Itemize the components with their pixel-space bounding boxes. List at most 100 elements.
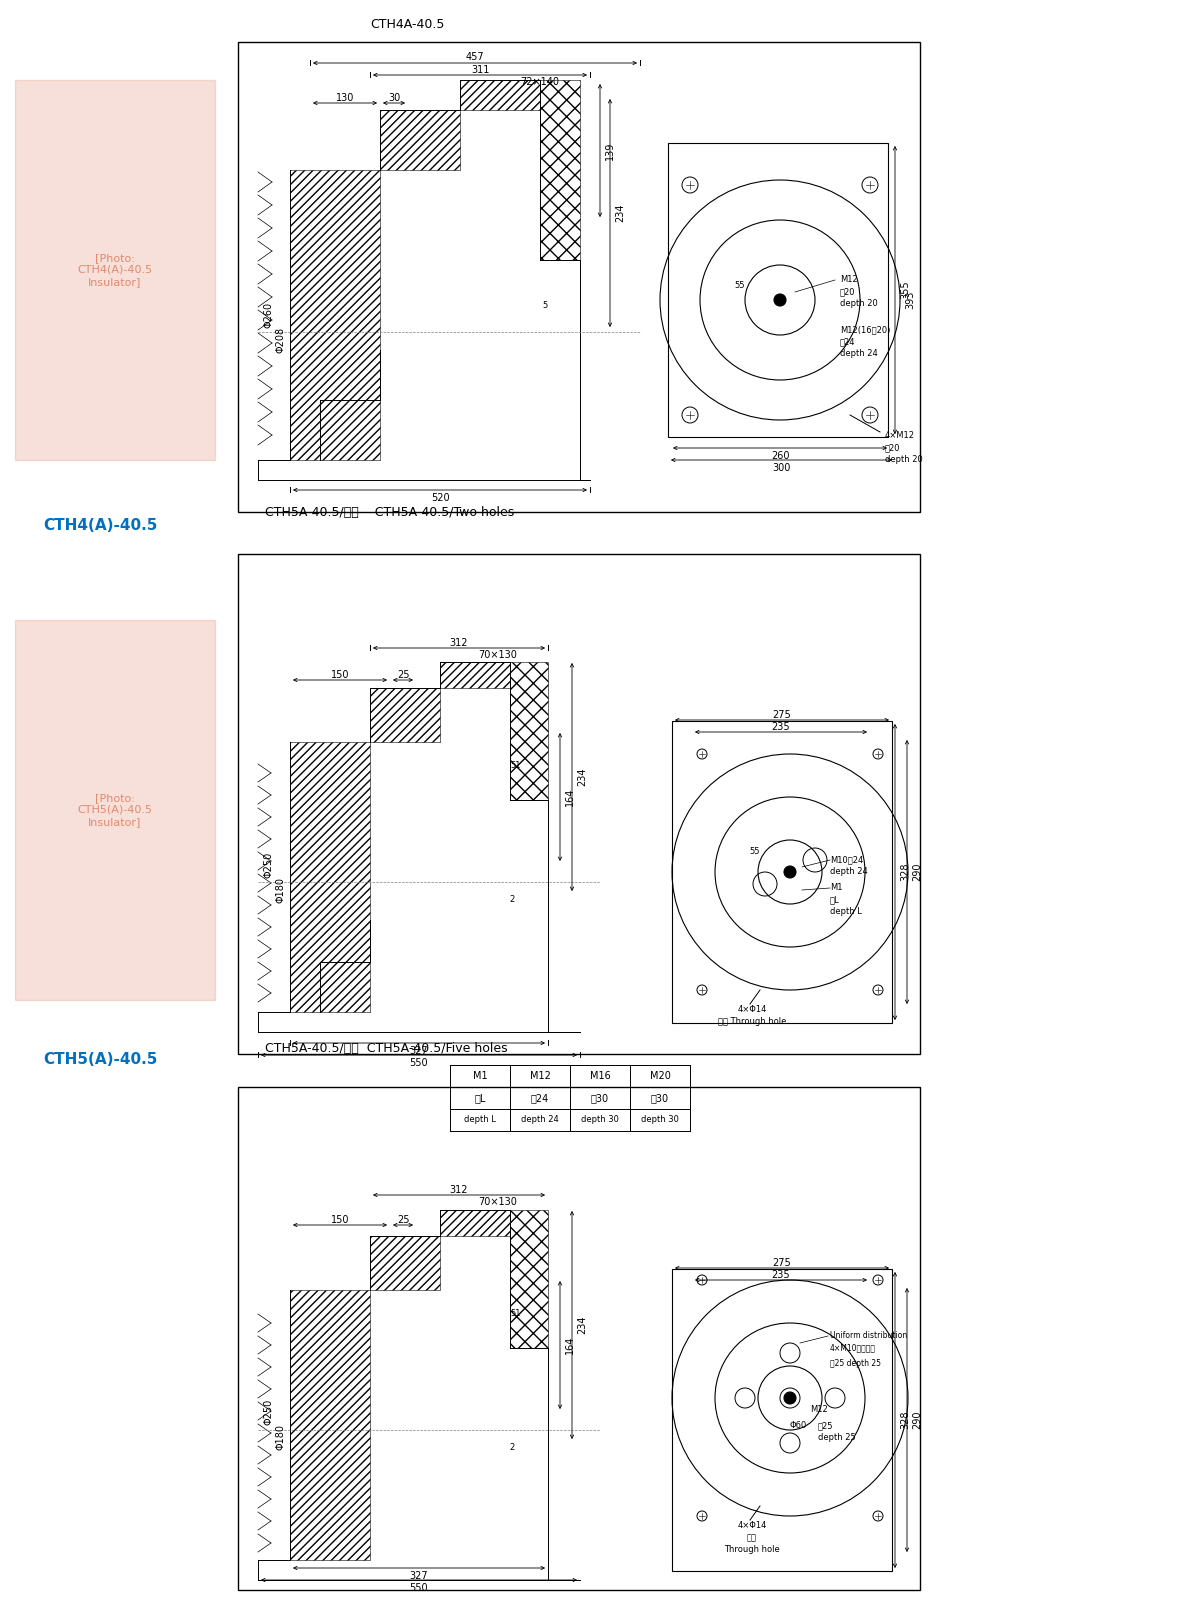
Text: CTH4(A)-40.5: CTH4(A)-40.5 (43, 517, 157, 533)
Text: 深30: 深30 (651, 1093, 669, 1102)
Bar (440, 1210, 510, 1235)
Bar (673, 722, 892, 1022)
Text: 70×130: 70×130 (478, 1197, 517, 1206)
Text: M12: M12 (529, 1070, 551, 1082)
Bar (380, 110, 461, 170)
Bar (238, 42, 920, 512)
Text: 139: 139 (605, 141, 614, 160)
Bar (540, 80, 580, 259)
Text: M20: M20 (650, 1070, 670, 1082)
Text: 150: 150 (330, 1214, 349, 1226)
Text: depth 25: depth 25 (818, 1434, 856, 1443)
Text: 深30: 深30 (591, 1093, 609, 1102)
Text: Φ180: Φ180 (275, 1424, 285, 1450)
Text: 290: 290 (912, 1411, 922, 1429)
Text: 328: 328 (900, 862, 910, 882)
Text: 5: 5 (542, 301, 548, 309)
Bar (369, 688, 440, 742)
Text: 通孔 Through hole: 通孔 Through hole (718, 1018, 786, 1027)
Text: CTH5A-40.5/两孔    CTH5A-40.5/Two holes: CTH5A-40.5/两孔 CTH5A-40.5/Two holes (265, 507, 514, 520)
Text: depth 24: depth 24 (839, 349, 877, 358)
Text: 312: 312 (450, 1186, 468, 1195)
Text: Φ260: Φ260 (263, 302, 274, 328)
Text: 深20: 深20 (839, 288, 856, 296)
Text: M10深24: M10深24 (830, 856, 863, 864)
Text: M12(16、20): M12(16、20) (839, 325, 890, 334)
Text: 2: 2 (509, 896, 515, 904)
Text: 550: 550 (410, 1058, 429, 1069)
Text: Φ60: Φ60 (790, 1421, 807, 1430)
Bar (238, 1086, 920, 1590)
Text: 70×130: 70×130 (478, 650, 517, 659)
Text: 290: 290 (912, 862, 922, 882)
Text: depth 30: depth 30 (581, 1115, 619, 1125)
Text: 51: 51 (510, 1309, 521, 1318)
Text: Φ180: Φ180 (275, 877, 285, 902)
Text: 150: 150 (330, 670, 349, 680)
Text: 深20: 深20 (884, 443, 901, 453)
Text: 55: 55 (749, 848, 760, 856)
Text: 164: 164 (565, 1336, 575, 1354)
Circle shape (784, 866, 796, 878)
Bar (15, 619, 215, 1000)
Text: depth 20: depth 20 (884, 456, 922, 464)
Text: depth 24: depth 24 (830, 867, 868, 877)
Text: 25: 25 (397, 1214, 410, 1226)
Text: 55: 55 (735, 280, 745, 290)
Text: 深24: 深24 (530, 1093, 549, 1102)
Text: M1: M1 (472, 1070, 488, 1082)
Text: 457: 457 (465, 51, 484, 62)
Circle shape (784, 1392, 796, 1405)
Text: CTH5A-40.5/五孔  CTH5A-40.5/Five holes: CTH5A-40.5/五孔 CTH5A-40.5/Five holes (265, 1042, 508, 1054)
Text: 275: 275 (773, 710, 791, 720)
Text: 550: 550 (410, 1582, 429, 1594)
Bar (290, 1290, 369, 1560)
Text: depth 20: depth 20 (839, 299, 877, 309)
Bar (290, 742, 369, 1013)
Text: 深24: 深24 (839, 338, 856, 347)
Text: 260: 260 (771, 451, 790, 461)
Text: 2: 2 (509, 1443, 515, 1453)
Text: depth 30: depth 30 (641, 1115, 678, 1125)
Text: CTH5(A)-40.5: CTH5(A)-40.5 (43, 1053, 157, 1067)
Text: 327: 327 (410, 1571, 429, 1581)
Text: Uniform distribution: Uniform distribution (830, 1331, 907, 1341)
Text: 355: 355 (900, 280, 910, 299)
Bar (673, 1269, 892, 1571)
Text: 311: 311 (471, 66, 489, 75)
Text: 234: 234 (577, 1315, 587, 1334)
Text: 327: 327 (410, 1046, 429, 1056)
Text: 51: 51 (510, 762, 521, 771)
Bar (668, 142, 888, 437)
Text: M12: M12 (810, 1405, 828, 1414)
Text: CTH4A-40.5: CTH4A-40.5 (369, 18, 444, 30)
Text: 72×140: 72×140 (521, 77, 560, 86)
Text: 4×M12: 4×M12 (884, 432, 915, 440)
Text: 520: 520 (431, 493, 449, 502)
Bar (238, 554, 920, 1054)
Text: [Photo:
CTH4(A)-40.5
Insulator]: [Photo: CTH4(A)-40.5 Insulator] (77, 253, 153, 286)
Text: 深25 depth 25: 深25 depth 25 (830, 1358, 881, 1368)
Text: 328: 328 (900, 1411, 910, 1429)
Text: M16: M16 (590, 1070, 611, 1082)
Text: Φ208: Φ208 (275, 326, 285, 354)
Text: 30: 30 (388, 93, 400, 102)
Bar (440, 662, 510, 688)
Text: 234: 234 (614, 203, 625, 222)
Text: Φ250: Φ250 (263, 851, 274, 878)
Text: 235: 235 (772, 1270, 790, 1280)
Text: Φ250: Φ250 (263, 1398, 274, 1426)
Text: 130: 130 (336, 93, 354, 102)
Text: 275: 275 (773, 1258, 791, 1267)
Text: 4×Φ14: 4×Φ14 (738, 1005, 767, 1014)
Text: 312: 312 (450, 638, 468, 648)
Text: depth L: depth L (830, 907, 862, 917)
Bar (510, 1210, 548, 1347)
Circle shape (774, 294, 786, 306)
Text: depth L: depth L (464, 1115, 496, 1125)
Text: 深25: 深25 (818, 1421, 834, 1430)
Text: 300: 300 (772, 462, 791, 474)
Bar (369, 1235, 440, 1290)
Text: 393: 393 (905, 291, 915, 309)
Text: M12: M12 (839, 275, 857, 285)
